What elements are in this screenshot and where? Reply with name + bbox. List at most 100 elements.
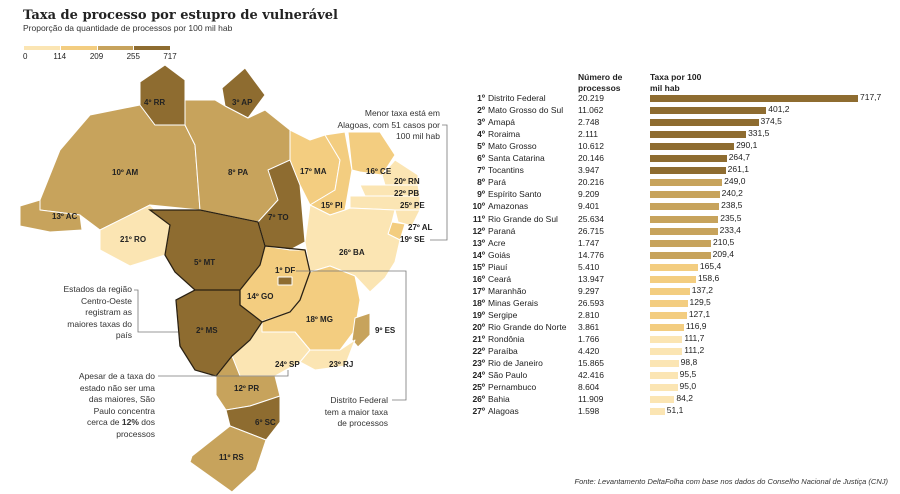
rate-bar xyxy=(650,179,723,187)
rate-bar xyxy=(650,167,726,175)
rate-value: 235,5 xyxy=(720,212,742,223)
rate-value: 165,4 xyxy=(699,260,722,271)
rate-bar xyxy=(650,311,687,319)
table-row: 24º São Paulo 42.416 95,5 xyxy=(460,369,900,381)
process-count: 3.947 xyxy=(578,165,600,176)
note-centro-oeste: Estados da região Centro-Oeste registram… xyxy=(63,284,132,340)
brazil-map: 4º RR 3º AP 10º AM 8º PA 13º AC 21º RO 5… xyxy=(19,64,448,493)
rank: 18º xyxy=(472,297,485,308)
table-row: 12º Paraná 26.715 233,4 xyxy=(460,225,900,237)
process-count: 14.776 xyxy=(578,249,604,260)
rate-value: 210,5 xyxy=(713,236,735,247)
rank: 25º xyxy=(472,382,485,393)
state-name: Rio Grande do Sul xyxy=(488,213,558,224)
state-name: Roraima xyxy=(488,129,521,140)
rate-bar xyxy=(650,215,719,223)
state-es xyxy=(351,312,371,348)
state-ap xyxy=(221,67,266,119)
process-count: 9.401 xyxy=(578,201,600,212)
rank: 1º xyxy=(477,93,485,103)
legend-tick: 114 xyxy=(53,52,67,61)
rate-value: 84,2 xyxy=(676,393,693,404)
rank: 14º xyxy=(472,249,485,260)
rank: 15º xyxy=(472,261,485,272)
state-name: Sergipe xyxy=(488,309,518,320)
rate-bar xyxy=(650,408,665,416)
rank: 20º xyxy=(472,321,485,332)
rate-bar xyxy=(650,131,747,139)
legend-swatch xyxy=(133,46,170,50)
table-row: 10º Amazonas 9.401 238,5 xyxy=(460,200,900,212)
table-row: 2º Mato Grosso do Sul 11.062 401,2 xyxy=(460,104,900,116)
rank: 11º xyxy=(472,213,485,224)
rate-value: 261,1 xyxy=(727,164,749,175)
rate-value: 233,4 xyxy=(719,224,741,235)
rate-value: 238,5 xyxy=(721,200,743,211)
rate-value: 374,5 xyxy=(760,116,782,127)
process-count: 9.209 xyxy=(578,189,600,200)
state-label-se: 19º SE xyxy=(400,235,425,244)
table-row: 16º Ceará 13.947 158,6 xyxy=(460,273,900,285)
state-df xyxy=(277,276,293,286)
rank: 8º xyxy=(477,177,485,188)
state-al xyxy=(394,209,421,227)
rate-bar xyxy=(650,239,711,247)
rate-bar xyxy=(650,95,858,102)
rank: 13º xyxy=(472,237,485,248)
rate-value: 209,4 xyxy=(712,248,734,259)
rank: 24º xyxy=(472,370,485,381)
sp-leader-line xyxy=(158,370,289,377)
rate-value: 137,2 xyxy=(691,284,714,295)
process-count: 2.748 xyxy=(578,117,600,128)
alagoas-leader-line xyxy=(430,124,448,241)
state-name: Paraná xyxy=(488,225,516,236)
rate-bar xyxy=(650,191,720,199)
state-mt xyxy=(149,209,266,291)
table-row: 19º Sergipe 2.810 127,1 xyxy=(460,309,900,321)
rate-value: 290,1 xyxy=(736,140,758,151)
rate-value: 331,5 xyxy=(748,128,770,139)
rank: 21º xyxy=(472,334,485,344)
rank: 26º xyxy=(472,394,485,405)
state-label-ms: 2º MS xyxy=(196,326,218,335)
source-note: Fonte: Levantamento DeltaFolha com base … xyxy=(574,477,888,486)
table-row: 3º Amapá 2.748 374,5 xyxy=(460,116,900,128)
state-name: Distrito Federal xyxy=(488,93,546,103)
state-label-rn: 20º RN xyxy=(394,177,420,186)
note-distrito-federal: Distrito Federal tem a maior taxa de pro… xyxy=(324,395,388,428)
rank: 17º xyxy=(472,285,485,296)
table-row: 22º Paraíba 4.420 111,2 xyxy=(460,345,900,357)
table-row: 20º Rio Grande do Norte 3.861 116,9 xyxy=(460,321,900,333)
df-leader-line xyxy=(296,270,407,401)
table-row: 4º Roraima 2.111 331,5 xyxy=(460,128,900,140)
legend-swatch xyxy=(96,46,134,50)
state-rn xyxy=(381,159,419,186)
state-label-to: 7º TO xyxy=(268,213,289,222)
state-name: Goiás xyxy=(488,249,511,260)
process-count: 3.861 xyxy=(578,321,600,332)
centro-oeste-leader-line xyxy=(134,289,178,333)
state-label-pi: 15º PI xyxy=(321,201,343,210)
state-label-pe: 25º PE xyxy=(400,201,425,210)
legend-tick: 209 xyxy=(89,52,104,61)
state-name: Tocantins xyxy=(488,165,524,176)
rate-bar xyxy=(650,251,711,259)
rate-bar xyxy=(650,360,679,368)
process-count: 26.593 xyxy=(578,297,604,308)
legend-swatch xyxy=(23,46,60,50)
rate-bar xyxy=(650,143,735,151)
rank: 7º xyxy=(477,165,485,176)
rate-bar xyxy=(650,299,688,307)
legend-tick: 255 xyxy=(126,52,140,61)
state-name: Pará xyxy=(488,177,506,188)
state-name: Rio de Janeiro xyxy=(488,358,543,369)
rate-value: 111,2 xyxy=(684,345,705,356)
rank: 10º xyxy=(472,201,485,212)
rate-value: 116,9 xyxy=(685,320,707,331)
state-label-mg: 18º MG xyxy=(306,315,333,324)
legend-swatch xyxy=(59,46,97,50)
rate-value: 98,8 xyxy=(680,357,698,368)
process-count: 25.634 xyxy=(578,213,604,224)
state-name: Rio Grande do Norte xyxy=(488,321,567,332)
color-legend: 0 114 209 255 717 xyxy=(23,46,177,64)
